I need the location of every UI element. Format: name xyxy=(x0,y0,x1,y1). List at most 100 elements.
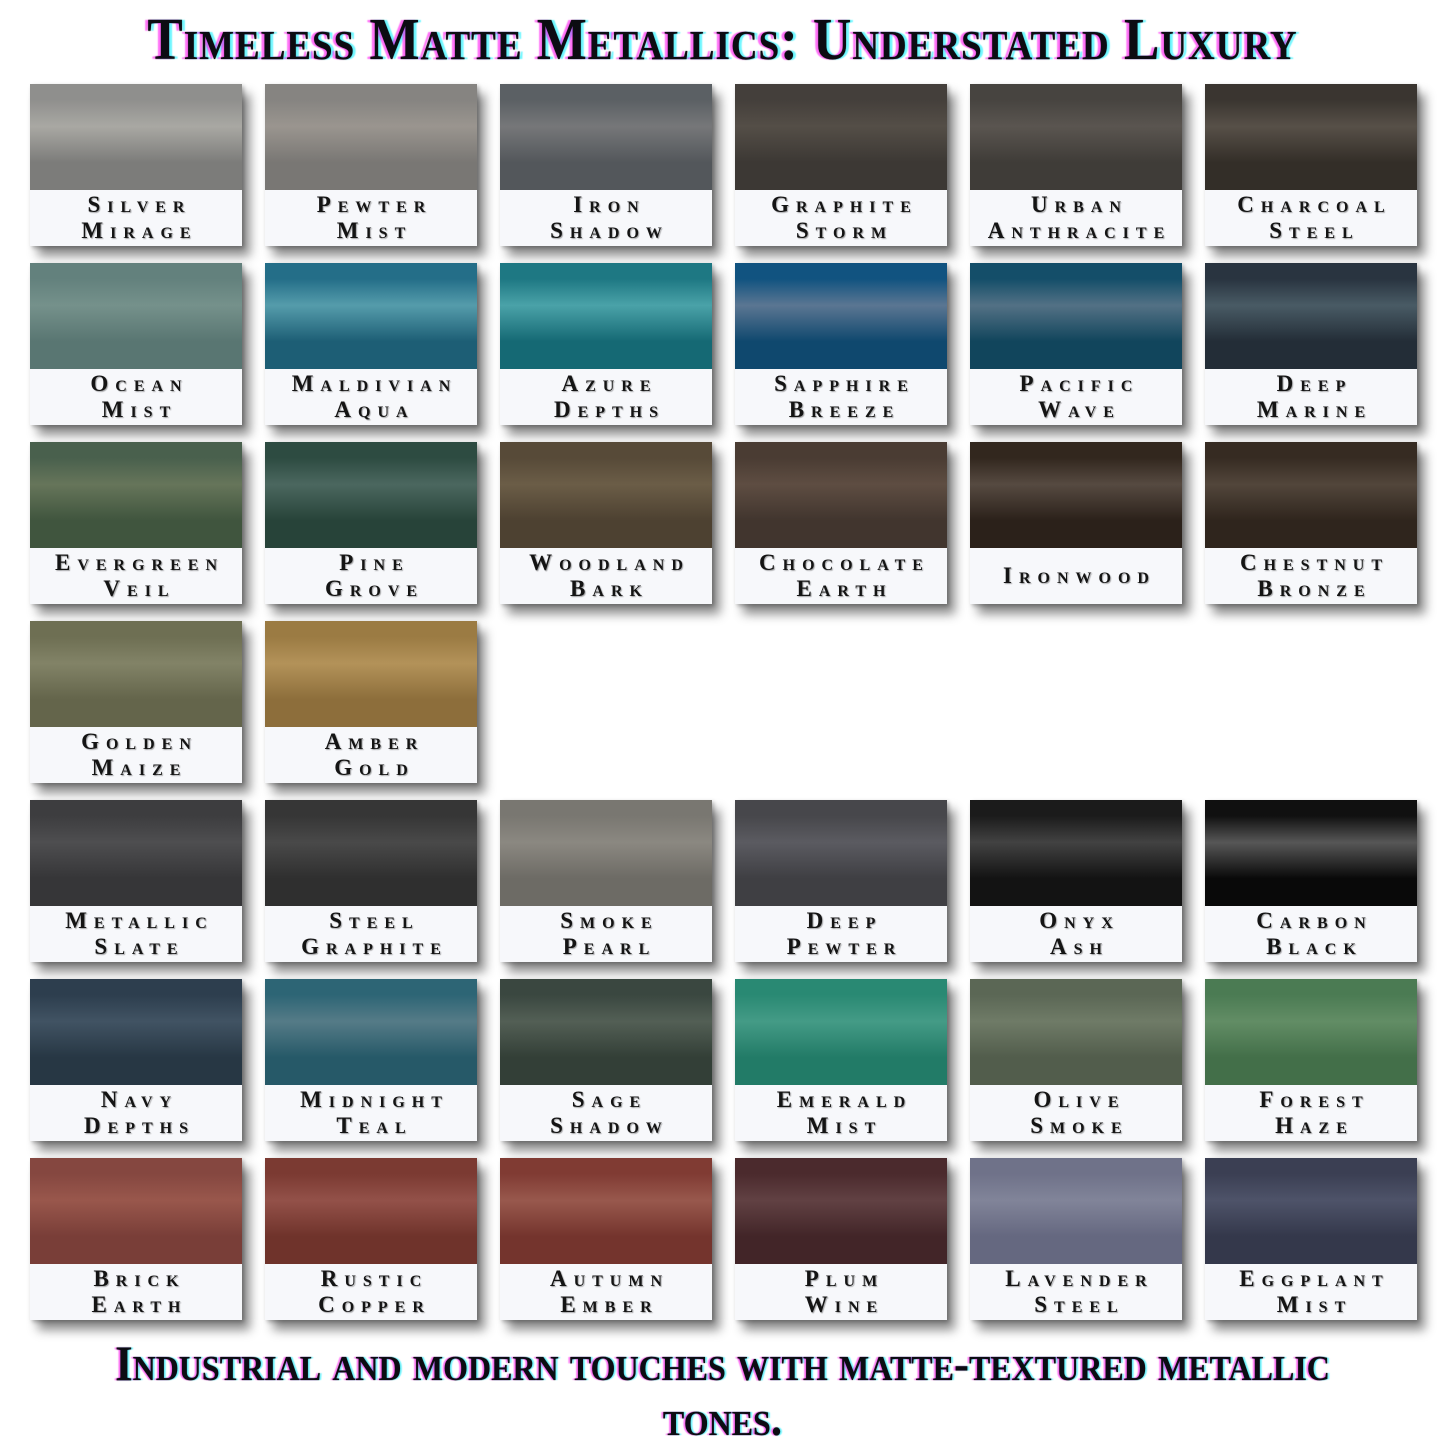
color-swatch xyxy=(1205,263,1417,369)
swatch-label: Brick Earth xyxy=(30,1264,242,1320)
swatch-label: Charcoal Steel xyxy=(1205,190,1417,246)
color-swatch xyxy=(30,263,242,369)
swatch-label-line: Gold xyxy=(334,755,415,780)
swatch-label-line: Storm xyxy=(795,218,894,243)
swatch-card: Deep Pewter xyxy=(735,800,947,962)
swatch-label-line: Ironwood xyxy=(1003,563,1156,588)
swatch-label: Woodland Bark xyxy=(500,548,712,604)
swatch-label-line: Deep xyxy=(1276,371,1353,396)
swatch-label: Onyx Ash xyxy=(970,906,1182,962)
swatch-label-line: Azure xyxy=(561,371,658,396)
swatch-label-line: Navy xyxy=(100,1087,179,1112)
color-swatch xyxy=(30,442,242,548)
color-swatch xyxy=(500,263,712,369)
swatch-row: Metallic Slate Steel Graphite Smoke Pearl Deep… xyxy=(30,800,1417,962)
swatch-label-line: Anthracite xyxy=(987,218,1172,243)
swatch-label-line: Golden xyxy=(81,729,198,754)
color-swatch xyxy=(265,263,477,369)
color-swatch xyxy=(1205,442,1417,548)
swatch-label-line: Mist xyxy=(1276,1292,1353,1317)
swatch-label-line: Haze xyxy=(1275,1113,1354,1138)
swatch-label-line: Maize xyxy=(91,755,188,780)
swatch-label: Lavender Steel xyxy=(970,1264,1182,1320)
swatch-label-line: Wine xyxy=(804,1292,885,1317)
swatch-label-line: Steel xyxy=(1269,218,1360,243)
swatch-label-line: Ocean xyxy=(90,371,189,396)
color-swatch xyxy=(735,979,947,1085)
swatch-card: Pewter Mist xyxy=(265,84,477,246)
swatch-label-line: Breeze xyxy=(788,397,901,422)
swatch-label-line: Onyx xyxy=(1039,908,1120,933)
color-swatch xyxy=(500,800,712,906)
swatch-label-line: Slate xyxy=(94,934,185,959)
swatch-label: Chocolate Earth xyxy=(735,548,947,604)
swatch-label-line: Sapphire xyxy=(774,371,915,396)
color-swatch xyxy=(30,979,242,1085)
color-swatch xyxy=(265,979,477,1085)
swatch-card: Brick Earth xyxy=(30,1158,242,1320)
swatch-card: Chocolate Earth xyxy=(735,442,947,604)
swatch-label-line: Brick xyxy=(93,1266,186,1291)
color-swatch xyxy=(970,800,1182,906)
swatch-label-line: Sage xyxy=(571,1087,648,1112)
swatch-label: Navy Depths xyxy=(30,1085,242,1141)
swatch-label-line: Mist xyxy=(806,1113,883,1138)
color-swatch xyxy=(265,442,477,548)
swatch-label-line: Depths xyxy=(83,1113,196,1138)
swatch-card: Evergreen Veil xyxy=(30,442,242,604)
color-swatch xyxy=(735,800,947,906)
swatch-label-line: Urban xyxy=(1031,192,1128,217)
swatch-label-line: Emerald xyxy=(776,1087,913,1112)
swatch-card: Plum Wine xyxy=(735,1158,947,1320)
swatch-label-line: Mirage xyxy=(81,218,198,243)
swatch-card: Onyx Ash xyxy=(970,800,1182,962)
swatch-label-line: Metallic xyxy=(65,908,214,933)
color-swatch xyxy=(735,263,947,369)
swatch-label-line: Smoke xyxy=(1030,1113,1129,1138)
swatch-label: Azure Depths xyxy=(500,369,712,425)
swatch-label: Chestnut Bronze xyxy=(1205,548,1417,604)
swatch-label-line: Shadow xyxy=(550,1113,669,1138)
swatch-label: Ocean Mist xyxy=(30,369,242,425)
swatch-card: Autumn Ember xyxy=(500,1158,712,1320)
swatch-label-line: Marine xyxy=(1256,397,1373,422)
swatch-card: Navy Depths xyxy=(30,979,242,1141)
swatch-label: Deep Marine xyxy=(1205,369,1417,425)
swatch-label-line: Bark xyxy=(570,576,649,601)
color-swatch xyxy=(30,621,242,727)
color-swatch xyxy=(265,1158,477,1264)
swatch-label: Iron Shadow xyxy=(500,190,712,246)
swatch-label: Pewter Mist xyxy=(265,190,477,246)
page-title: Timeless Matte Metallics: Understated Lu… xyxy=(147,7,1298,73)
swatch-card: Olive Smoke xyxy=(970,979,1182,1141)
swatch-label: Emerald Mist xyxy=(735,1085,947,1141)
swatch-label-line: Black xyxy=(1266,934,1363,959)
swatch-label: Olive Smoke xyxy=(970,1085,1182,1141)
page-caption: Industrial and modern touches with matte… xyxy=(115,1335,1330,1446)
swatch-card: Carbon Black xyxy=(1205,800,1417,962)
swatch-label-line: Pewter xyxy=(316,192,433,217)
swatch-card: Rustic Copper xyxy=(265,1158,477,1320)
swatch-label: Rustic Copper xyxy=(265,1264,477,1320)
swatch-label: Evergreen Veil xyxy=(30,548,242,604)
swatch-card: Silver Mirage xyxy=(30,84,242,246)
swatch-card: Golden Maize xyxy=(30,621,242,783)
color-swatch xyxy=(970,263,1182,369)
swatch-label-line: Pewter xyxy=(786,934,903,959)
swatch-label-line: Teal xyxy=(336,1113,413,1138)
swatch-label-line: Veil xyxy=(103,576,176,601)
swatch-label-line: Carbon xyxy=(1256,908,1373,933)
swatch-label-line: Deep xyxy=(806,908,883,933)
swatch-label: Eggplant Mist xyxy=(1205,1264,1417,1320)
swatch-label: Golden Maize xyxy=(30,727,242,783)
swatch-label: Sapphire Breeze xyxy=(735,369,947,425)
swatch-label-line: Woodland xyxy=(529,550,690,575)
color-swatch xyxy=(30,800,242,906)
swatch-label-line: Eggplant xyxy=(1239,1266,1390,1291)
swatch-grid: Silver Mirage Pewter Mist Iron Shadow Graphite… xyxy=(0,74,1445,1320)
color-swatch xyxy=(735,84,947,190)
color-swatch xyxy=(970,979,1182,1085)
color-swatch xyxy=(30,84,242,190)
swatch-card: Smoke Pearl xyxy=(500,800,712,962)
color-swatch xyxy=(500,1158,712,1264)
